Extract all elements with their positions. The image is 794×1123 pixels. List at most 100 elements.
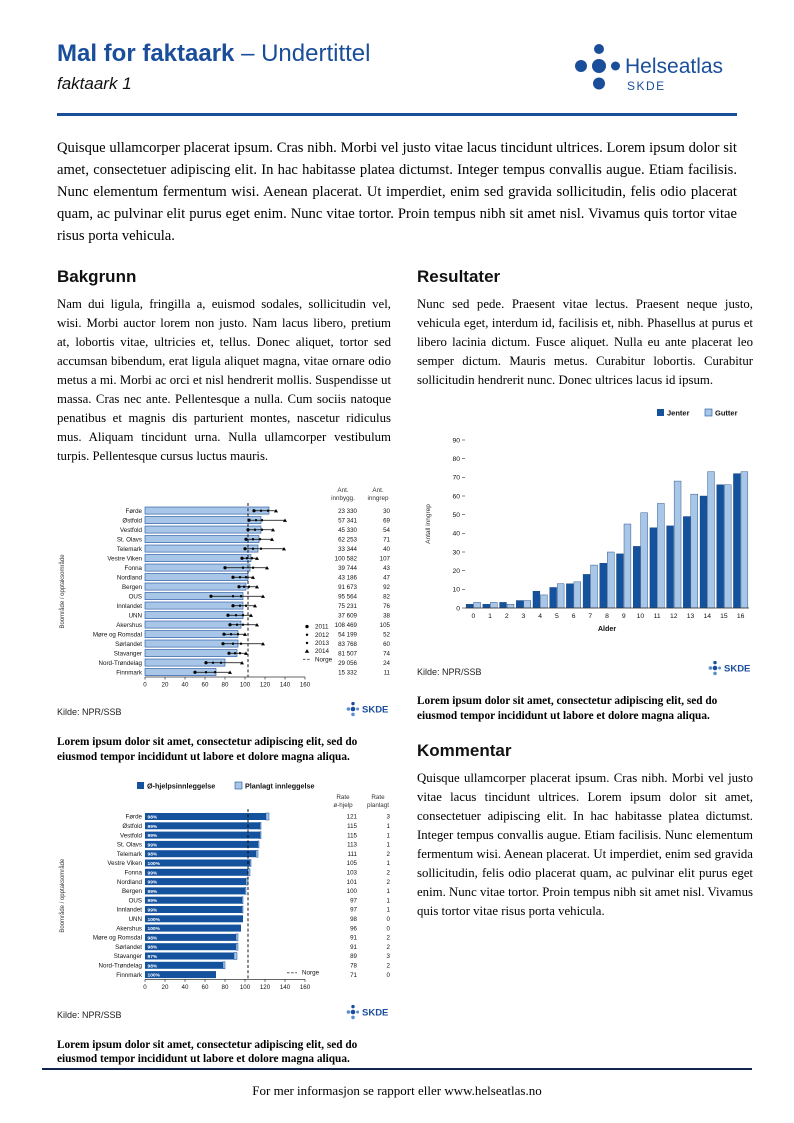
svg-text:Akershus: Akershus [116, 926, 142, 933]
bakgrunn-heading: Bakgrunn [57, 267, 137, 287]
svg-text:2014: 2014 [315, 648, 330, 655]
svg-text:120: 120 [260, 984, 271, 991]
svg-text:Møre og Romsdal: Møre og Romsdal [93, 631, 142, 638]
page-title-main: Mal for faktaark [57, 40, 235, 67]
svg-text:98%: 98% [148, 945, 158, 951]
svg-text:Fonna: Fonna [124, 870, 142, 877]
svg-text:1: 1 [387, 842, 391, 849]
svg-text:99%: 99% [148, 871, 158, 877]
svg-text:2: 2 [387, 851, 391, 858]
chart-age-distribution-plot: Jenter Gutter Antall inngrep 0 10 20 30 40… [417, 406, 753, 659]
svg-text:0: 0 [387, 916, 391, 923]
svg-text:Rate: Rate [336, 794, 350, 801]
svg-text:45 330: 45 330 [338, 527, 357, 534]
svg-text:20: 20 [162, 984, 169, 991]
svg-text:98%: 98% [148, 936, 158, 942]
svg-text:Boområde / opptaksområde: Boområde / opptaksområde [59, 858, 66, 933]
svg-text:Norge: Norge [302, 970, 320, 977]
chart-rate-by-area: Boområde / opptaksområde Ant. innbygg. Ant… [57, 480, 391, 725]
svg-text:7: 7 [588, 613, 592, 620]
svg-text:Sørlandet: Sørlandet [115, 944, 142, 951]
resultater-heading: Resultater [417, 267, 501, 287]
svg-text:91: 91 [350, 944, 357, 951]
svg-text:95 564: 95 564 [338, 593, 357, 600]
svg-text:40: 40 [182, 681, 189, 688]
svg-text:1: 1 [387, 888, 391, 895]
svg-text:Ant.: Ant. [372, 487, 383, 494]
svg-text:Stavanger: Stavanger [114, 650, 142, 657]
svg-text:OUS: OUS [129, 593, 142, 600]
svg-text:74: 74 [383, 650, 390, 657]
svg-text:81 507: 81 507 [338, 650, 357, 657]
svg-text:108 469: 108 469 [335, 622, 358, 629]
logo-sub-text: SKDE [627, 79, 666, 93]
svg-text:Sørlandet: Sørlandet [115, 641, 142, 648]
svg-text:105: 105 [380, 622, 391, 629]
svg-text:50: 50 [452, 512, 460, 519]
svg-text:140: 140 [280, 681, 291, 688]
svg-text:33 344: 33 344 [338, 546, 357, 553]
page-subtitle: faktaark 1 [57, 73, 132, 93]
svg-text:97: 97 [350, 898, 357, 905]
footer: For mer informasjon se rapport eller www… [42, 1068, 752, 1099]
svg-text:2: 2 [387, 879, 391, 886]
svg-text:Ant.: Ant. [337, 487, 348, 494]
svg-text:Møre og Romsdal: Møre og Romsdal [93, 935, 142, 942]
svg-text:Alder: Alder [598, 624, 617, 633]
svg-text:15 332: 15 332 [338, 669, 357, 676]
svg-text:99%: 99% [148, 908, 158, 914]
svg-text:103: 103 [347, 870, 358, 877]
page-title: Mal for faktaark – Undertittel [57, 40, 370, 68]
svg-text:ø-hjelp: ø-hjelp [333, 802, 353, 809]
svg-text:8: 8 [605, 613, 609, 620]
skde-mini-logo: SKDE [707, 659, 753, 684]
svg-text:60: 60 [202, 984, 209, 991]
svg-text:1: 1 [488, 613, 492, 620]
svg-text:98: 98 [350, 916, 357, 923]
chart3-source: Kilde: NPR/SSB [57, 1010, 122, 1021]
kommentar-body: Quisque ullamcorper placerat ipsum. Cras… [417, 771, 753, 919]
svg-text:Gutter: Gutter [715, 409, 738, 418]
svg-text:9: 9 [622, 613, 626, 620]
kommentar-heading: Kommentar [417, 741, 512, 761]
svg-text:Planlagt innleggelse: Planlagt innleggelse [245, 782, 314, 791]
svg-text:99%: 99% [148, 898, 158, 904]
svg-text:140: 140 [280, 984, 291, 991]
svg-text:99%: 99% [148, 889, 158, 895]
svg-text:30: 30 [383, 508, 390, 515]
svg-text:80: 80 [452, 456, 460, 463]
svg-text:SKDE: SKDE [724, 664, 750, 675]
svg-text:2011: 2011 [315, 623, 329, 630]
svg-text:40: 40 [182, 984, 189, 991]
svg-text:98%: 98% [148, 815, 158, 821]
svg-text:70: 70 [452, 475, 460, 482]
svg-text:3: 3 [387, 953, 391, 960]
svg-text:78: 78 [350, 963, 357, 970]
svg-text:10: 10 [637, 613, 645, 620]
svg-text:20: 20 [162, 681, 169, 688]
svg-text:24: 24 [383, 660, 390, 667]
svg-text:Finnmark: Finnmark [116, 972, 143, 979]
svg-text:54: 54 [383, 527, 390, 534]
svg-text:14: 14 [703, 613, 711, 620]
svg-text:UNN: UNN [129, 916, 142, 923]
svg-text:Innlandet: Innlandet [117, 907, 143, 914]
svg-text:Østfold: Østfold [122, 823, 142, 830]
svg-text:Nordland: Nordland [117, 574, 143, 581]
footer-rule [42, 1068, 752, 1070]
helseatlas-logo-icon: Helseatlas SKDE [575, 44, 723, 93]
header-rule [57, 113, 737, 116]
svg-text:Fonna: Fonna [124, 565, 142, 572]
svg-text:99%: 99% [148, 843, 158, 849]
svg-text:2: 2 [387, 870, 391, 877]
svg-text:83 768: 83 768 [338, 641, 357, 648]
svg-text:Akershus: Akershus [116, 622, 142, 629]
svg-text:47: 47 [383, 574, 390, 581]
svg-text:40: 40 [383, 546, 390, 553]
svg-text:1: 1 [387, 823, 391, 830]
header-titles: Mal for faktaark – Undertittel faktaark … [57, 40, 370, 94]
svg-text:inngrep: inngrep [367, 495, 389, 502]
svg-text:96: 96 [350, 926, 357, 933]
svg-text:11: 11 [654, 613, 661, 620]
